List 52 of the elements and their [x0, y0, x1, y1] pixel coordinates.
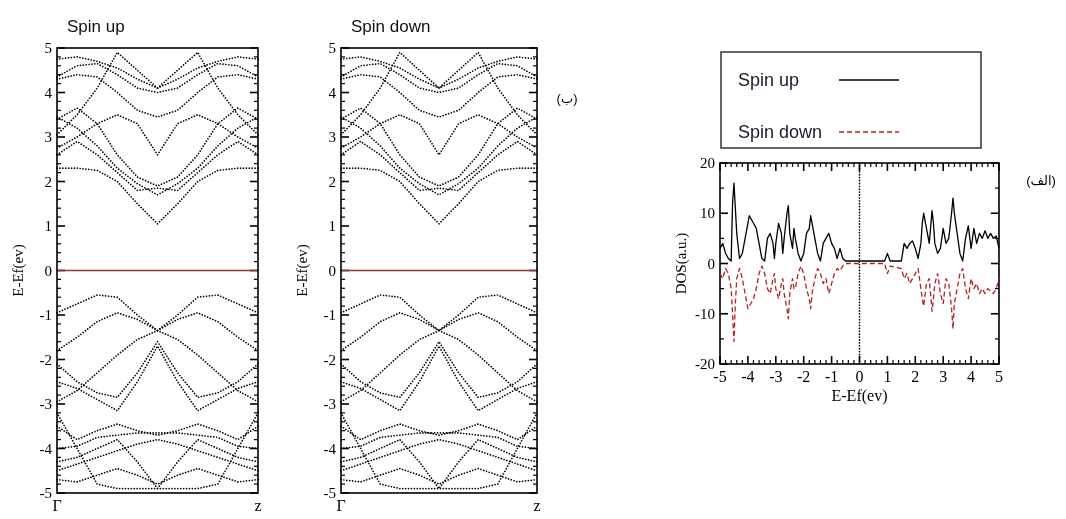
y-tick-label: -5 — [323, 485, 336, 501]
x-tick-label: 2 — [911, 368, 920, 385]
y-tick-label: 3 — [44, 129, 52, 145]
x-tick-label: -5 — [713, 368, 727, 385]
text: (الف) — [1026, 173, 1056, 188]
chart-title: Spin down — [351, 17, 431, 36]
x-tick-label: -4 — [741, 368, 755, 385]
y-tick-label: -2 — [39, 351, 52, 368]
y-tick-label: 0 — [328, 262, 336, 279]
y-tick-label: 20 — [700, 155, 715, 171]
x-tick-label: -2 — [797, 368, 811, 385]
chart-title: Spin up — [67, 17, 125, 36]
x-tick-label: -3 — [769, 368, 783, 385]
y-tick-label: 2 — [328, 173, 336, 190]
y-tick-label: -4 — [39, 440, 53, 457]
x-tick-label: 1 — [883, 368, 892, 385]
x-axis-title: E-Ef(ev) — [831, 387, 888, 405]
x-tick-label: 3 — [939, 368, 948, 385]
x-tick-label: -1 — [824, 368, 839, 385]
y-tick-label: -3 — [323, 396, 336, 412]
y-tick-label: 4 — [328, 84, 337, 101]
y-tick-label: 1 — [328, 218, 336, 234]
y-tick-label: -1 — [39, 307, 52, 323]
y-tick-label: 2 — [44, 173, 52, 190]
y-tick-label: 1 — [44, 218, 52, 234]
y-tick-label: -5 — [39, 485, 52, 501]
y-tick-label: 3 — [328, 129, 336, 145]
y-axis-title: DOS(a.u.) — [673, 232, 690, 295]
y-tick-label: -2 — [323, 351, 336, 368]
y-tick-label: 10 — [700, 205, 715, 222]
legend-label: Spin down — [738, 122, 823, 142]
y-tick-label: 5 — [328, 40, 336, 56]
y-tick-label: 0 — [707, 255, 715, 272]
y-tick-label: 5 — [44, 40, 52, 56]
x-tick-label: z — [533, 497, 541, 514]
y-tick-label: -1 — [323, 307, 336, 323]
y-tick-label: -20 — [695, 356, 715, 372]
y-axis-title: E-Ef(ev) — [10, 244, 27, 297]
y-tick-label: 0 — [44, 262, 52, 279]
y-tick-label: -4 — [323, 440, 337, 457]
x-tick-label: 0 — [855, 368, 864, 385]
text: (ب) — [556, 91, 578, 106]
x-tick-label: 4 — [967, 368, 976, 385]
x-tick-label: Γ — [52, 497, 62, 514]
y-tick-label: -3 — [39, 396, 52, 412]
x-tick-label: Γ — [336, 497, 346, 514]
x-tick-label: 5 — [995, 368, 1003, 385]
y-tick-label: 4 — [44, 84, 53, 101]
y-tick-label: -10 — [695, 305, 715, 322]
x-tick-label: z — [254, 497, 262, 514]
y-axis-title: E-Ef(ev) — [294, 244, 311, 297]
legend-label: Spin up — [738, 70, 800, 90]
